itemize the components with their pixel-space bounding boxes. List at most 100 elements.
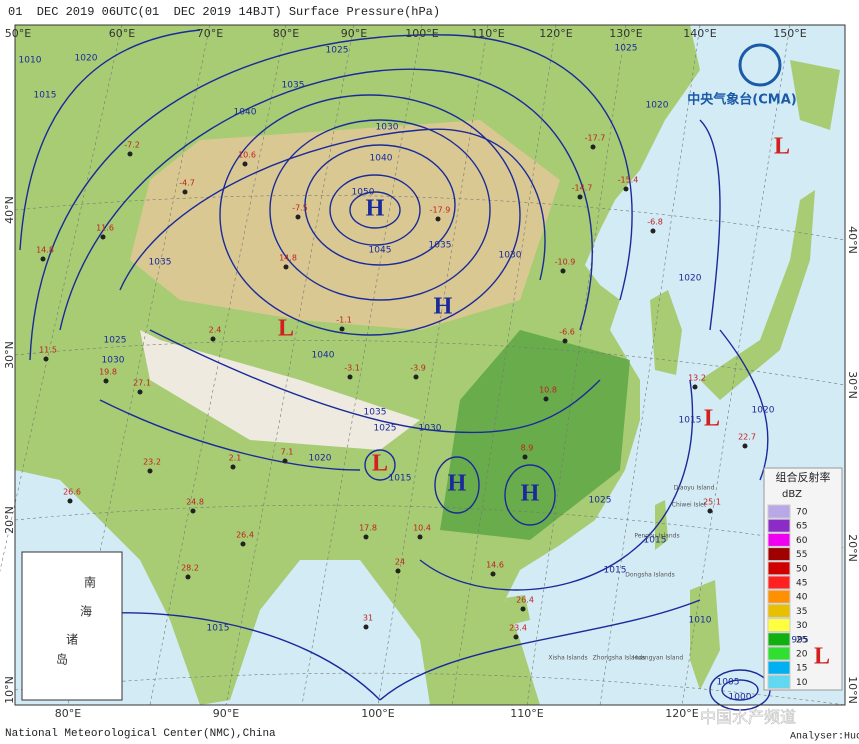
legend-level: 65 — [796, 522, 807, 532]
station-value: -4.7 — [179, 179, 195, 188]
station-value: 23.2 — [143, 458, 161, 467]
pressure-center: H — [434, 294, 453, 320]
station-dot — [137, 389, 143, 395]
isobar-label: 1035 — [364, 408, 387, 418]
isobar-label: 1040 — [234, 108, 257, 118]
meridian — [377, 24, 489, 706]
lat-label: 40°N — [3, 196, 16, 224]
station-value: 26.4 — [236, 531, 254, 540]
parallel — [14, 340, 846, 386]
lon-label: 90°E — [213, 707, 239, 720]
legend-swatch — [767, 504, 791, 519]
isobar-label: 1030 — [419, 424, 442, 434]
station-value: 26.4 — [516, 596, 534, 605]
lon-label: 60°E — [109, 27, 135, 40]
station-dot — [522, 454, 528, 460]
place-label: Dongsha Islands — [625, 572, 674, 579]
station-value: 17.8 — [359, 524, 377, 533]
legend-swatch — [767, 646, 791, 661]
meridian — [301, 24, 423, 706]
station-value: 24.8 — [186, 498, 204, 507]
meridian — [526, 24, 627, 706]
station-dot — [650, 228, 656, 234]
station-dot — [43, 356, 49, 362]
station-value: 28.2 — [181, 564, 199, 573]
isobar-label: 1025 — [615, 44, 638, 54]
logo-emblem — [738, 43, 782, 87]
place-label: Huangyan Island — [633, 655, 684, 662]
isobar-label: 1020 — [646, 101, 669, 111]
isobars — [19, 29, 771, 711]
station-dot — [240, 541, 246, 547]
isobar-label: 1015 — [389, 474, 412, 484]
station-value: 27.1 — [133, 379, 151, 388]
inset — [21, 551, 123, 701]
title: 01 DEC 2019 06UTC(01 DEC 2019 14BJT) Sur… — [8, 5, 440, 19]
taiwan — [655, 500, 668, 550]
hainan — [505, 595, 530, 625]
station-value: -7.5 — [292, 204, 308, 213]
station-dot — [623, 186, 629, 192]
station-value: -3.1 — [344, 364, 360, 373]
logo-text: 中央气象台(CMA) — [687, 92, 796, 108]
lon-label: 80°E — [273, 27, 299, 40]
station-value: 2.1 — [229, 454, 242, 463]
station-dot — [417, 534, 423, 540]
station-value: 14.8 — [279, 254, 297, 263]
station-value: 13.2 — [688, 374, 706, 383]
station-dot — [283, 264, 289, 270]
analyst: Analyser:HuoD — [790, 731, 859, 743]
station-dot — [230, 464, 236, 470]
station-value: 14.6 — [486, 561, 504, 570]
station-value: 22.7 — [738, 433, 756, 442]
station-dot — [490, 571, 496, 577]
station-dot — [282, 458, 288, 464]
legend-level: 30 — [796, 621, 808, 631]
inset-label: 海 — [80, 604, 92, 619]
legend-level: 45 — [796, 579, 807, 589]
credit: National Meteorological Center(NMC),Chin… — [5, 728, 276, 740]
station-dot — [590, 144, 596, 150]
station-dot — [103, 378, 109, 384]
isobar-label: 1040 — [312, 351, 335, 361]
station-dot — [513, 634, 519, 640]
isobar-label: 1020 — [752, 406, 775, 416]
station-value: 25.1 — [703, 498, 721, 507]
station-dot — [363, 534, 369, 540]
legend-swatch — [767, 632, 791, 647]
station-dot — [182, 189, 188, 195]
legend-title: 组合反射率 — [776, 470, 831, 484]
isobar-label: 1030 — [102, 356, 125, 366]
station-dot — [413, 374, 419, 380]
inset-label: 岛 — [56, 652, 68, 667]
station-dot — [543, 396, 549, 402]
isobar-label: 1020 — [75, 54, 98, 64]
isobar-label: 1015 — [679, 416, 702, 426]
legend-level: 15 — [796, 664, 807, 674]
lon-label: 100°E — [405, 27, 438, 40]
legend-swatch — [767, 575, 791, 590]
meridian — [225, 24, 355, 706]
station-value: -17.9 — [430, 206, 451, 215]
station-value: -14.7 — [572, 184, 593, 193]
isobar-label: 1010 — [689, 616, 712, 626]
meridian — [149, 24, 287, 706]
station-dot — [127, 151, 133, 157]
isobar-label: 1000 — [729, 693, 752, 703]
station-value: 8.9 — [521, 444, 534, 453]
station-dot — [190, 508, 196, 514]
place-label: Diaoyu Island — [674, 485, 715, 492]
inset-label: 南 — [84, 575, 96, 590]
station-dot — [707, 508, 713, 514]
place-label: Penghu Islands — [634, 533, 679, 540]
legend-level: 35 — [796, 607, 807, 617]
station-value: -1.1 — [336, 316, 352, 325]
station-dot — [242, 161, 248, 167]
pressure-center: L — [278, 316, 294, 342]
isobar-label: 995 — [791, 636, 808, 646]
lon-label: 80°E — [55, 707, 81, 720]
station-dot — [742, 443, 748, 449]
lon-label: 100°E — [361, 707, 394, 720]
station-dot — [147, 468, 153, 474]
lat-label: 20°N — [846, 534, 859, 562]
